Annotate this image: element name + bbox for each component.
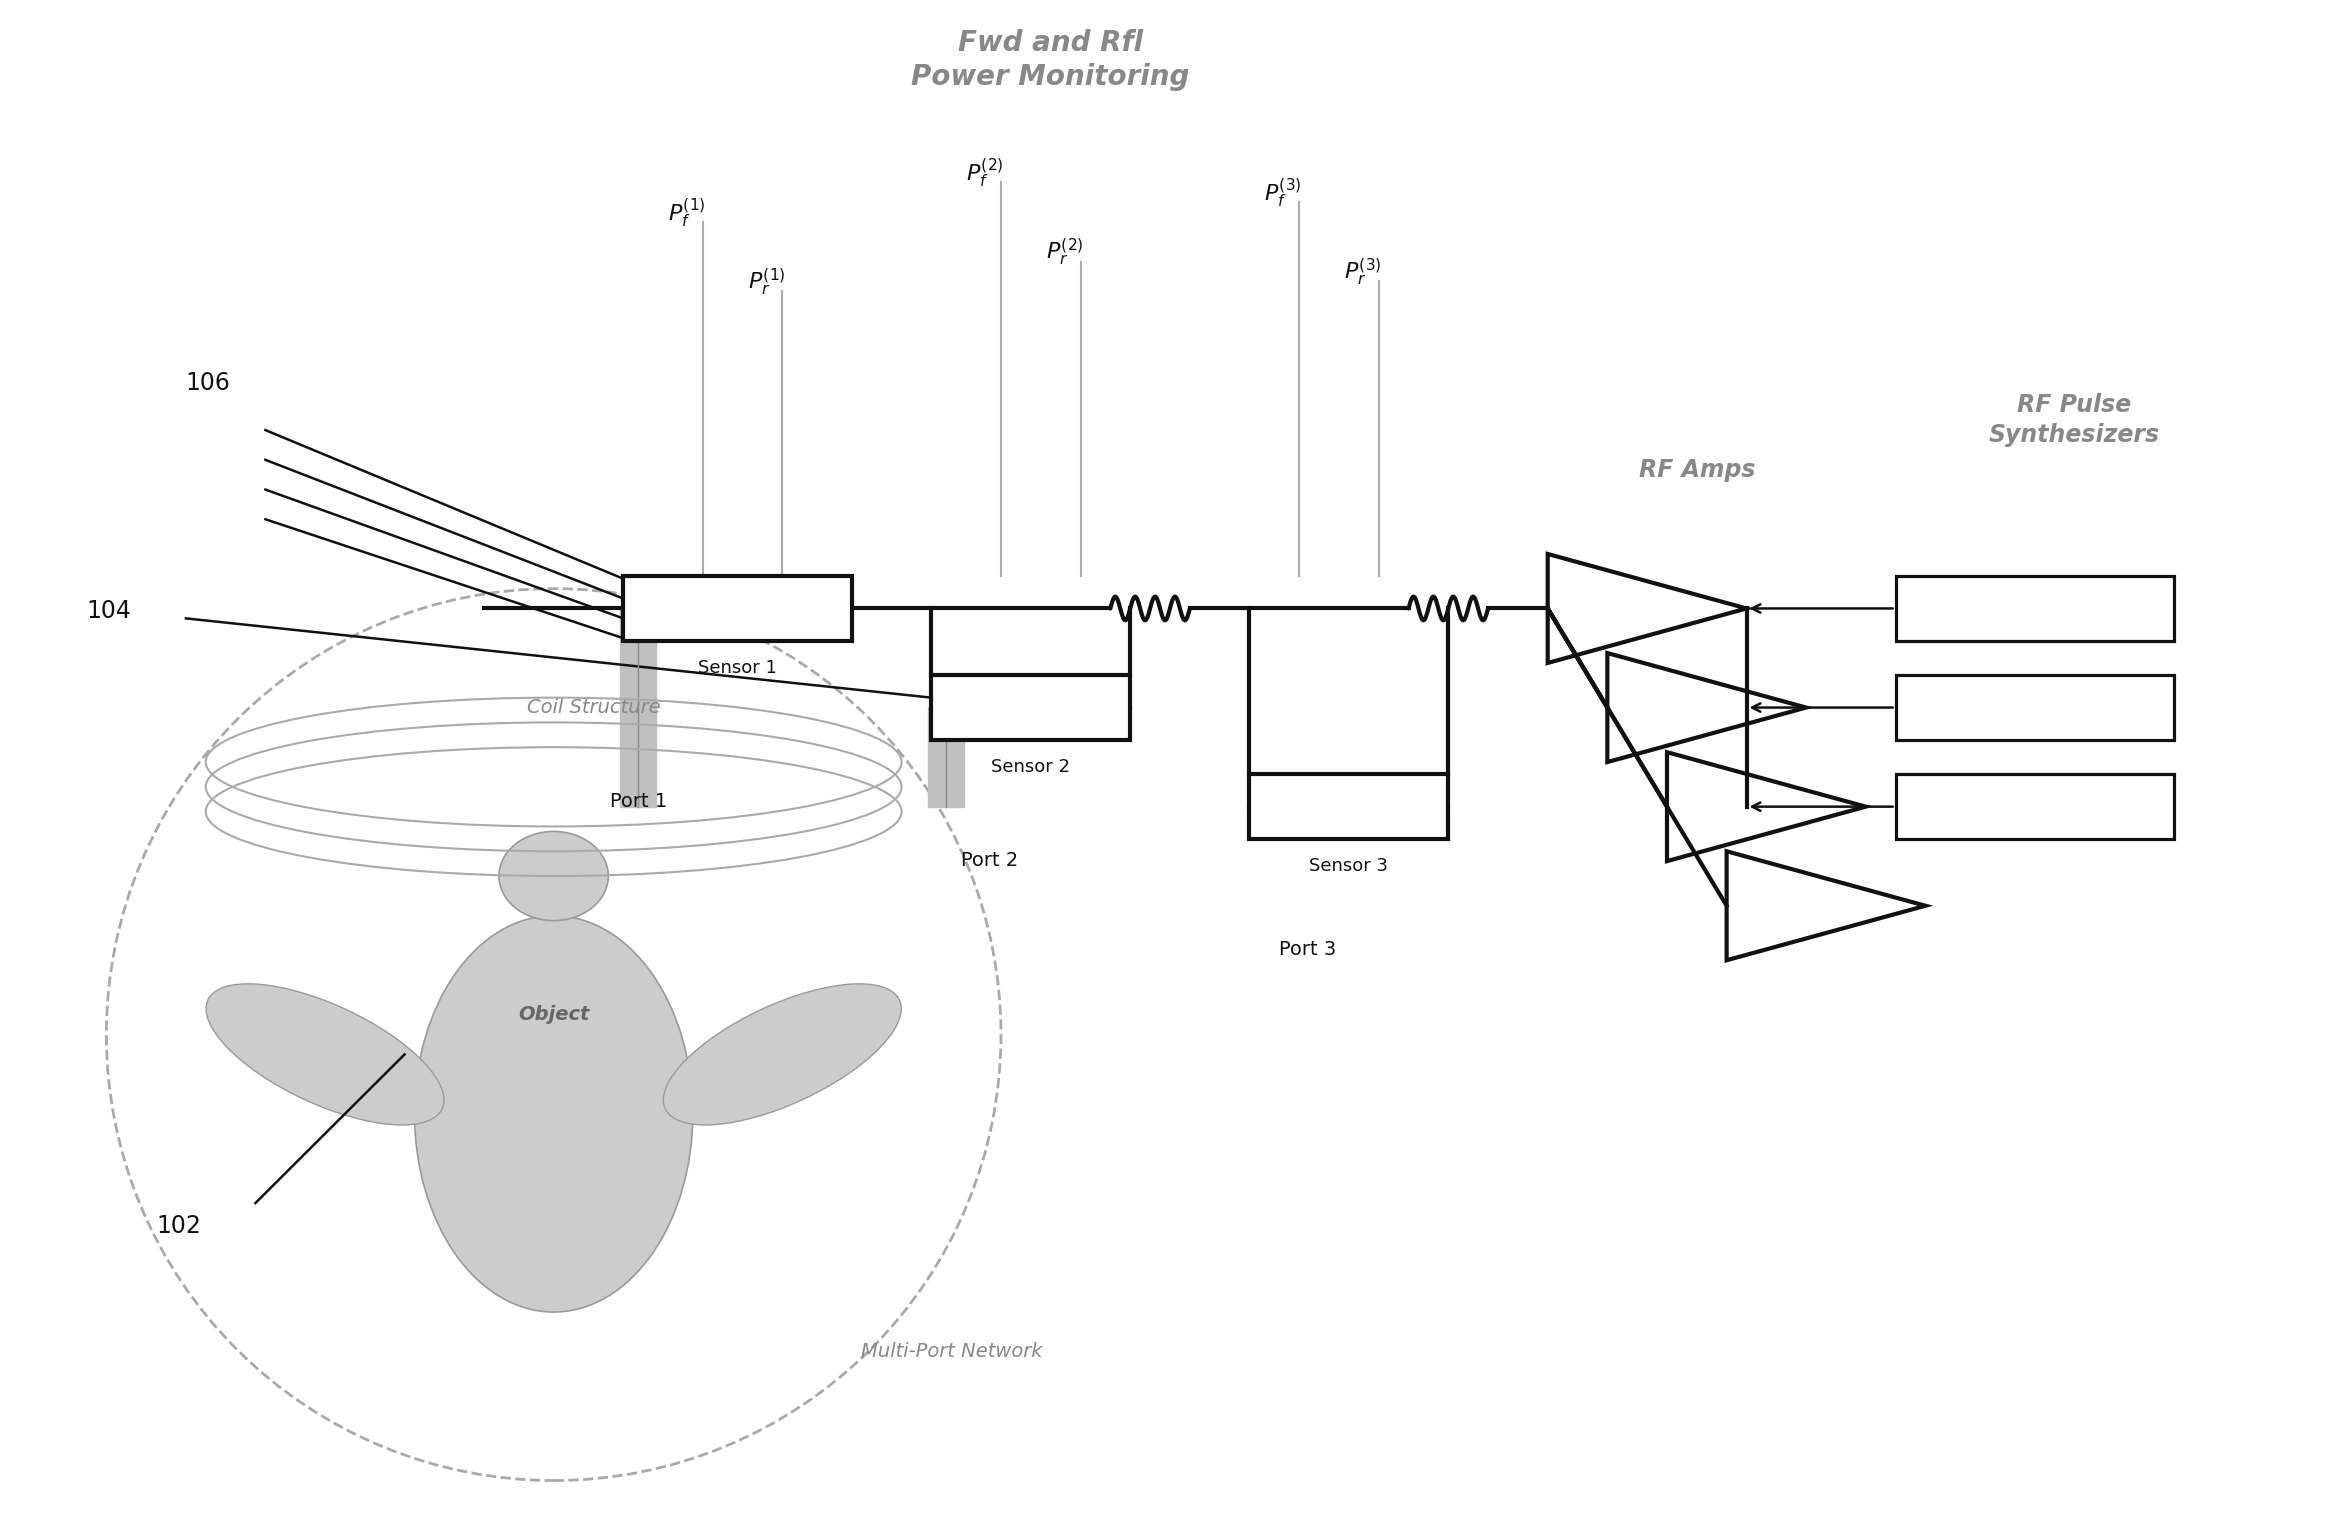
FancyBboxPatch shape [1896, 675, 2173, 739]
Text: $P_r^{(1)}$: $P_r^{(1)}$ [748, 267, 785, 298]
Text: $P_f^{(3)}$: $P_f^{(3)}$ [1265, 177, 1302, 209]
Text: Port 1: Port 1 [610, 792, 666, 810]
Text: Sensor 2: Sensor 2 [992, 758, 1071, 776]
Text: Port 3: Port 3 [1279, 941, 1337, 959]
Text: RF Amps: RF Amps [1640, 458, 1756, 481]
Text: $P_f^{(2)}$: $P_f^{(2)}$ [967, 157, 1004, 189]
Text: $P_r^{(3)}$: $P_r^{(3)}$ [1344, 257, 1381, 289]
FancyBboxPatch shape [1896, 576, 2173, 641]
Text: Coil Structure: Coil Structure [526, 698, 659, 718]
Text: 106: 106 [186, 372, 231, 395]
Ellipse shape [205, 984, 445, 1125]
FancyBboxPatch shape [1248, 775, 1449, 839]
Text: Object: Object [517, 1005, 589, 1024]
Ellipse shape [498, 832, 608, 921]
FancyBboxPatch shape [1896, 775, 2173, 839]
Text: $P_r^{(2)}$: $P_r^{(2)}$ [1046, 237, 1083, 269]
Text: 104: 104 [86, 599, 130, 624]
Text: Sensor 1: Sensor 1 [699, 658, 778, 676]
Text: $P_f^{(1)}$: $P_f^{(1)}$ [668, 195, 706, 229]
Text: Port 2: Port 2 [962, 851, 1018, 870]
Text: Fwd and Rfl
Power Monitoring: Fwd and Rfl Power Monitoring [911, 29, 1190, 91]
FancyBboxPatch shape [624, 576, 852, 641]
Text: 102: 102 [156, 1214, 200, 1237]
FancyBboxPatch shape [932, 675, 1130, 739]
Ellipse shape [664, 984, 901, 1125]
Text: Sensor 3: Sensor 3 [1309, 856, 1388, 875]
Text: Multi-Port Network: Multi-Port Network [859, 1342, 1041, 1362]
Ellipse shape [415, 916, 692, 1313]
Text: RF Pulse
Synthesizers: RF Pulse Synthesizers [1989, 393, 2159, 447]
